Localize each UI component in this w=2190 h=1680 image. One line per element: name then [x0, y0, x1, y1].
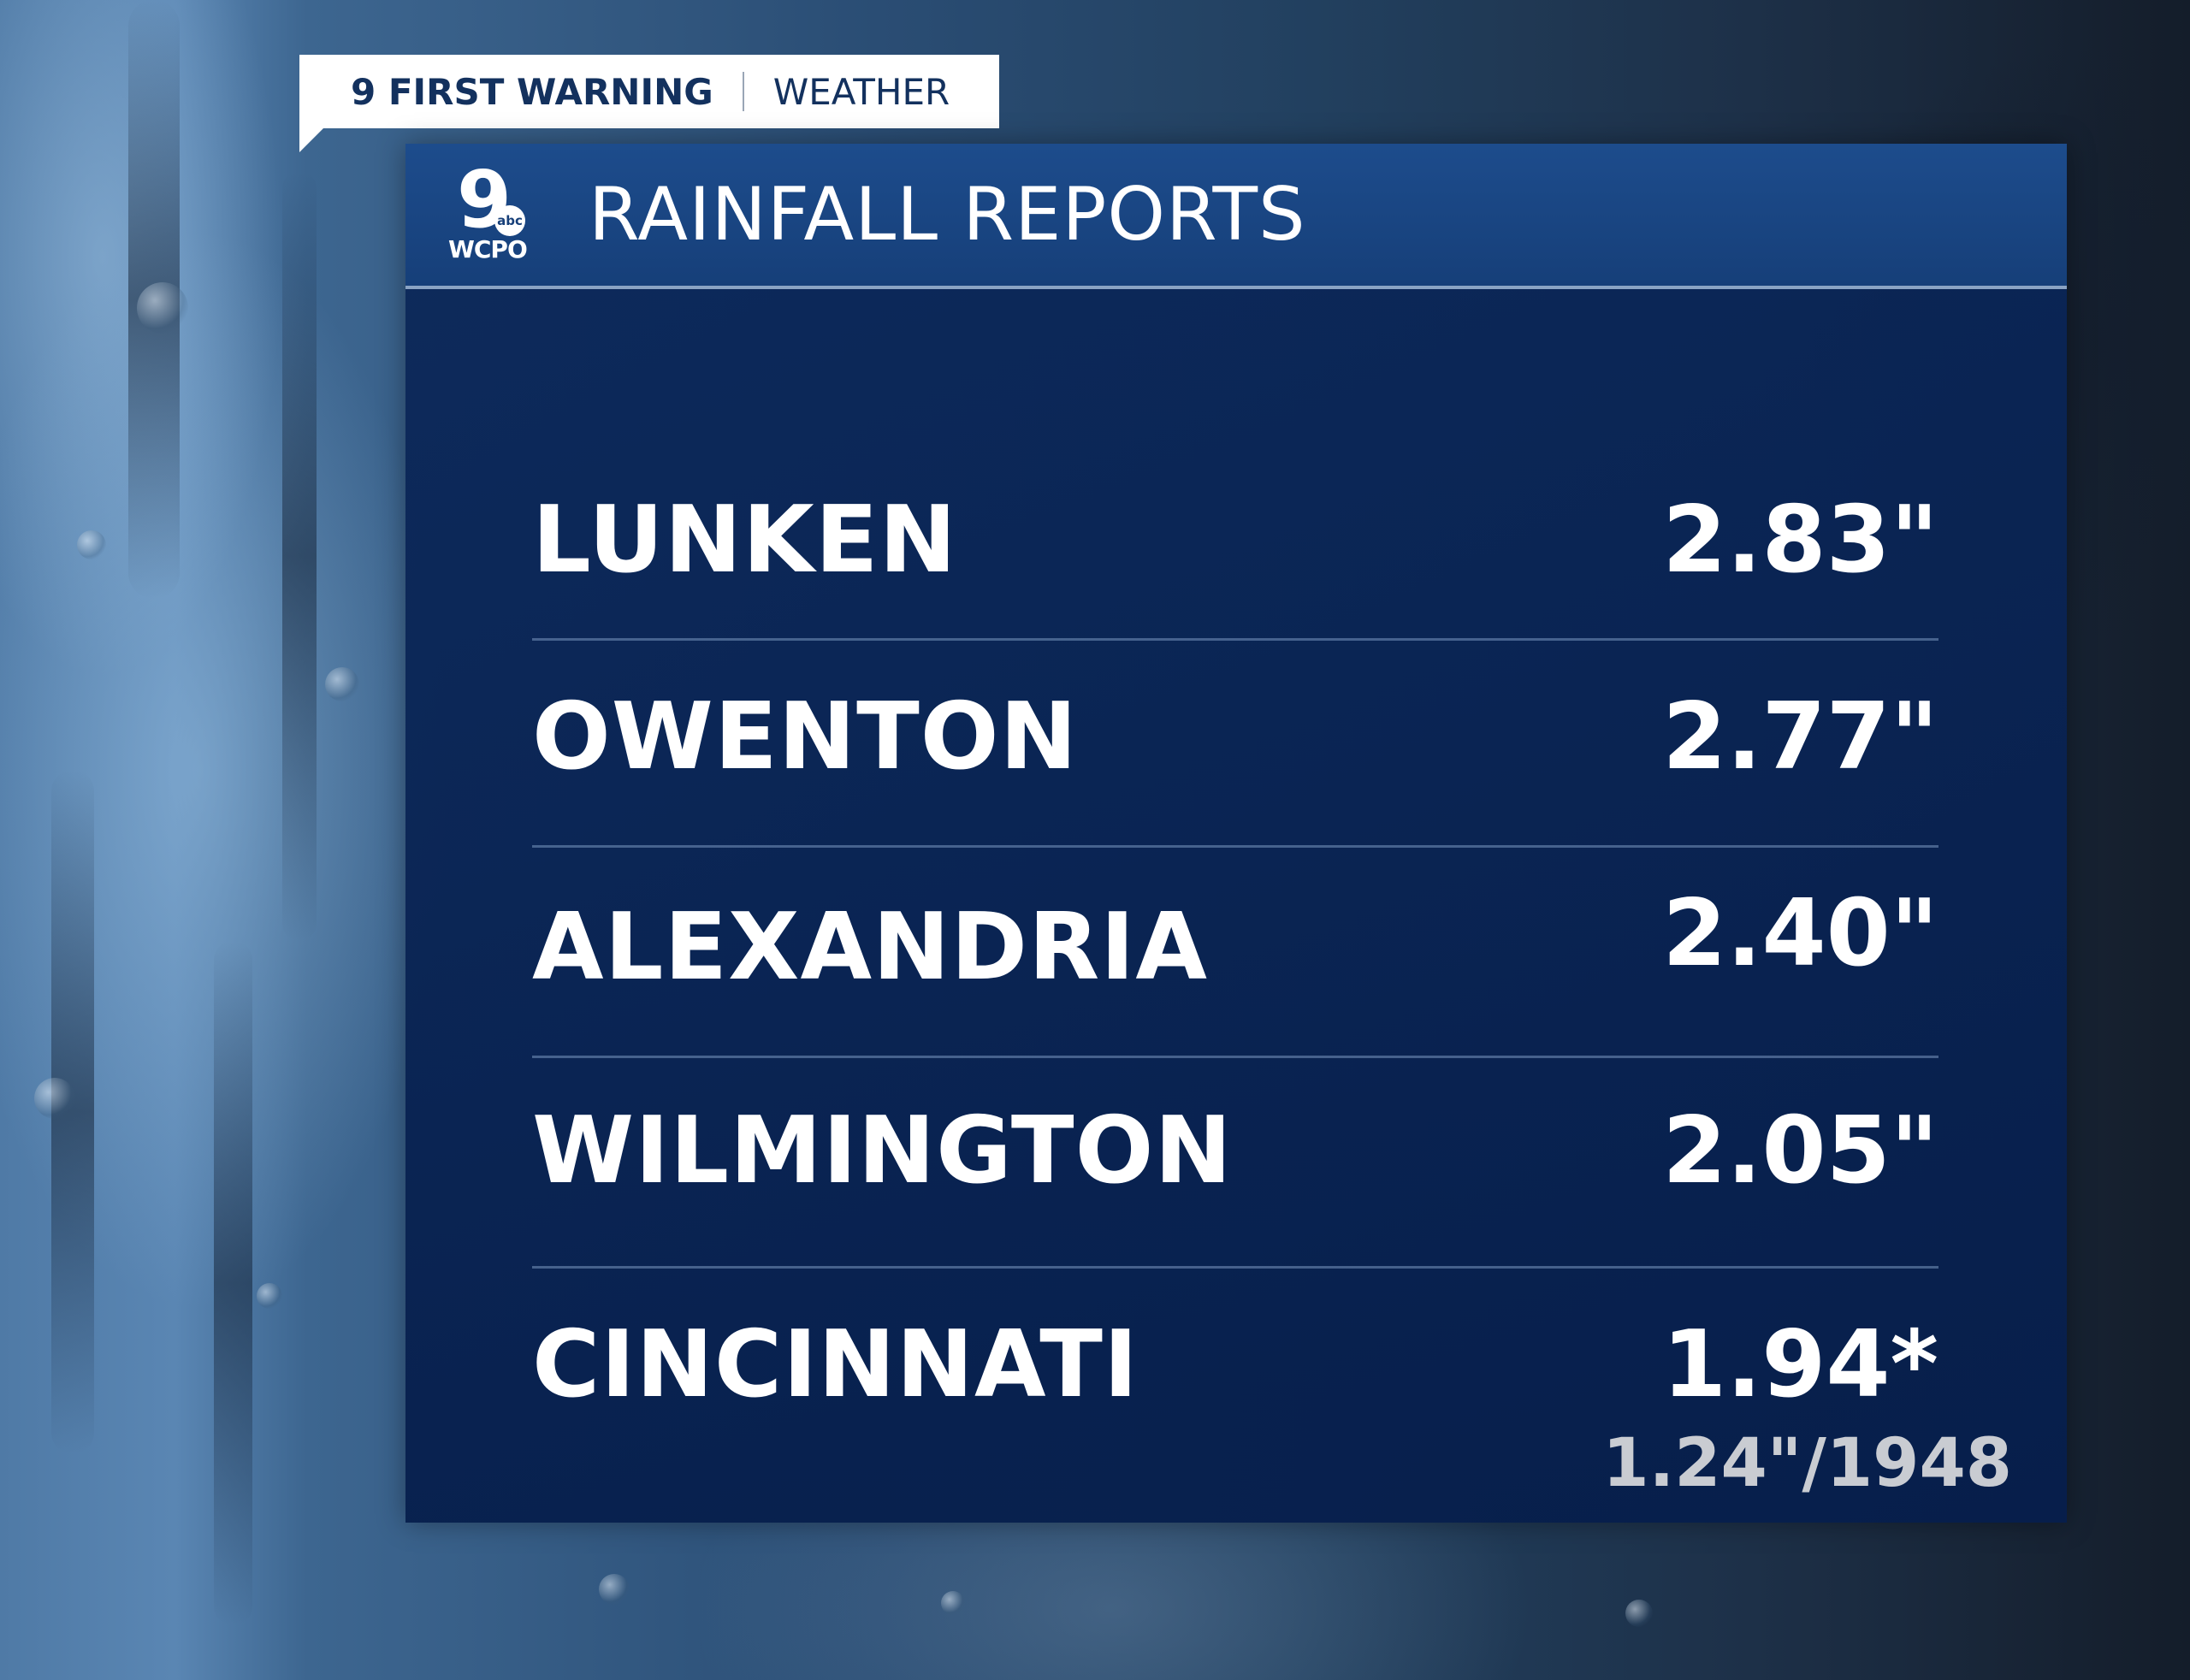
report-amount: 2.83"	[1662, 487, 1938, 594]
raindrop	[599, 1574, 630, 1605]
raindrop	[137, 282, 188, 334]
raindrop	[34, 1078, 75, 1119]
report-row: ALEXANDRIA 2.40"	[532, 867, 1938, 996]
report-row: WILMINGTON 2.05"	[532, 1085, 1938, 1213]
report-location: CINCINNATI	[532, 1311, 1139, 1418]
row-divider	[532, 845, 1938, 848]
station-logo: 9 abc WCPO	[448, 161, 534, 263]
tag-section: WEATHER	[772, 70, 950, 113]
tag-brand: 9 FIRST WARNING	[351, 70, 713, 113]
report-amount: 2.40"	[1662, 880, 1938, 987]
rain-streak	[214, 941, 252, 1625]
raindrop	[941, 1591, 965, 1615]
report-amount: 2.77"	[1662, 683, 1938, 790]
report-row: OWENTON 2.77"	[532, 671, 1938, 799]
program-tag: 9 FIRST WARNING WEATHER	[299, 55, 999, 152]
report-location: ALEXANDRIA	[532, 894, 1208, 1001]
panel-title: RAINFALL REPORTS	[589, 172, 1306, 257]
row-divider	[532, 1266, 1938, 1269]
raindrop	[77, 530, 106, 559]
panel-header: 9 abc WCPO RAINFALL REPORTS	[405, 144, 2067, 289]
raindrop	[325, 667, 359, 701]
rainfall-panel: 9 abc WCPO RAINFALL REPORTS LUNKEN 2.83"…	[405, 144, 2067, 1523]
raindrop	[1625, 1600, 1653, 1627]
report-location: LUNKEN	[532, 487, 957, 594]
logo-network: abc	[494, 205, 525, 236]
raindrop	[257, 1283, 282, 1309]
rain-streak	[282, 171, 317, 941]
report-location: WILMINGTON	[532, 1097, 1233, 1204]
row-divider	[532, 1056, 1938, 1058]
report-row: CINCINNATI 1.94*	[532, 1298, 1938, 1427]
row-divider	[532, 638, 1938, 641]
report-location: OWENTON	[532, 683, 1078, 790]
record-note: 1.24"/1948	[1602, 1425, 2012, 1502]
report-row: LUNKEN 2.83"	[532, 474, 1938, 602]
report-amount: 1.94*	[1662, 1311, 1938, 1418]
logo-call-letters: WCPO	[448, 235, 528, 263]
tag-separator	[742, 72, 744, 111]
report-amount: 2.05"	[1662, 1097, 1938, 1204]
